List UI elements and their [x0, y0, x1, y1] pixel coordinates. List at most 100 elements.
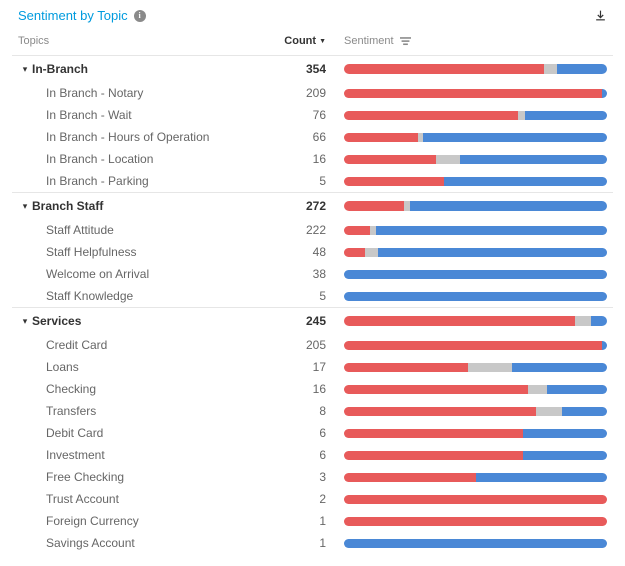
sentiment-bar-negative	[344, 248, 365, 257]
topic-count: 1	[276, 536, 326, 550]
topic-row[interactable]: ▾ In Branch - Location 16	[12, 148, 613, 170]
topic-row[interactable]: ▾ Savings Account 1	[12, 532, 613, 554]
topic-count: 38	[276, 267, 326, 281]
header-count[interactable]: Count ▼	[276, 35, 326, 47]
header-sentiment[interactable]: Sentiment	[326, 35, 607, 47]
chevron-down-icon[interactable]: ▾	[18, 201, 32, 212]
topic-count: 3	[276, 470, 326, 484]
sentiment-bar-positive	[476, 473, 608, 482]
sentiment-cell	[326, 451, 607, 460]
header-topics[interactable]: Topics	[18, 35, 276, 47]
sentiment-bar	[344, 111, 607, 120]
topic-count: 66	[276, 130, 326, 144]
topic-label: Staff Knowledge	[32, 289, 276, 303]
sentiment-bar	[344, 539, 607, 548]
sentiment-by-topic-panel: Sentiment by Topic i Topics Count ▼ Sent…	[0, 0, 625, 566]
sentiment-bar-neutral	[536, 407, 562, 416]
topic-row[interactable]: ▾ Staff Helpfulness 48	[12, 241, 613, 263]
sentiment-bar-negative	[344, 517, 607, 526]
topic-row[interactable]: ▾ Staff Knowledge 5	[12, 285, 613, 307]
chevron-down-icon[interactable]: ▾	[18, 64, 32, 75]
topic-label: Loans	[32, 360, 276, 374]
chevron-down-icon[interactable]: ▾	[18, 316, 32, 327]
sentiment-cell	[326, 429, 607, 438]
topic-row[interactable]: ▾ Staff Attitude 222	[12, 219, 613, 241]
sentiment-bar-neutral	[436, 155, 460, 164]
sentiment-cell	[326, 111, 607, 120]
sentiment-bar-negative	[344, 89, 602, 98]
sentiment-bar	[344, 495, 607, 504]
topic-count: 16	[276, 152, 326, 166]
sentiment-bar-positive	[512, 363, 607, 372]
topic-row[interactable]: ▾ Checking 16	[12, 378, 613, 400]
topic-label: Transfers	[32, 404, 276, 418]
topic-count: 48	[276, 245, 326, 259]
sentiment-bar	[344, 517, 607, 526]
sentiment-cell	[326, 201, 607, 211]
topic-row[interactable]: ▾ In Branch - Hours of Operation 66	[12, 126, 613, 148]
sentiment-cell	[326, 473, 607, 482]
topic-row[interactable]: ▾ Free Checking 3	[12, 466, 613, 488]
topic-row[interactable]: ▾ Loans 17	[12, 356, 613, 378]
topic-group-count: 245	[276, 314, 326, 328]
topic-row[interactable]: ▾ Trust Account 2	[12, 488, 613, 510]
column-headers: Topics Count ▼ Sentiment	[12, 29, 613, 55]
title-wrap: Sentiment by Topic i	[18, 8, 146, 23]
topic-label: Savings Account	[32, 536, 276, 550]
topic-group-row[interactable]: ▾ Services 245	[12, 307, 613, 334]
topic-count: 76	[276, 108, 326, 122]
sentiment-bar-negative	[344, 111, 518, 120]
sentiment-bar-positive	[523, 451, 607, 460]
sentiment-cell	[326, 517, 607, 526]
sentiment-cell	[326, 248, 607, 257]
topic-row[interactable]: ▾ In Branch - Wait 76	[12, 104, 613, 126]
sentiment-bar-negative	[344, 155, 436, 164]
sentiment-bar	[344, 89, 607, 98]
sentiment-bar	[344, 407, 607, 416]
sentiment-bar-negative	[344, 363, 468, 372]
panel-title[interactable]: Sentiment by Topic	[18, 8, 128, 23]
topic-group-label: Services	[32, 314, 276, 328]
sentiment-bar-neutral	[518, 111, 526, 120]
topic-label: Debit Card	[32, 426, 276, 440]
sentiment-cell	[326, 64, 607, 74]
sentiment-bar-positive	[410, 201, 607, 211]
sentiment-cell	[326, 539, 607, 548]
sentiment-bar	[344, 363, 607, 372]
sentiment-bar-positive	[562, 407, 607, 416]
sentiment-bar	[344, 292, 607, 301]
sentiment-cell	[326, 133, 607, 142]
info-icon[interactable]: i	[134, 10, 146, 22]
sentiment-bar-negative	[344, 226, 370, 235]
topic-label: Investment	[32, 448, 276, 462]
download-icon[interactable]	[594, 9, 607, 22]
sentiment-bar-positive	[602, 89, 607, 98]
topic-group-row[interactable]: ▾ Branch Staff 272	[12, 192, 613, 219]
sentiment-bar	[344, 177, 607, 186]
topic-row[interactable]: ▾ Foreign Currency 1	[12, 510, 613, 532]
sentiment-bar-neutral	[468, 363, 513, 372]
rows-container: ▾ In-Branch 354 ▾ In Branch - Notary 209…	[12, 55, 613, 554]
sentiment-bar-positive	[523, 429, 607, 438]
sentiment-bar-positive	[525, 111, 607, 120]
topic-row[interactable]: ▾ In Branch - Parking 5	[12, 170, 613, 192]
topic-row[interactable]: ▾ Transfers 8	[12, 400, 613, 422]
topic-row[interactable]: ▾ Welcome on Arrival 38	[12, 263, 613, 285]
sentiment-bar-positive	[376, 226, 607, 235]
topic-label: In Branch - Parking	[32, 174, 276, 188]
topic-row[interactable]: ▾ Credit Card 205	[12, 334, 613, 356]
topic-count: 5	[276, 174, 326, 188]
sentiment-bar	[344, 270, 607, 279]
topic-row[interactable]: ▾ Debit Card 6	[12, 422, 613, 444]
sentiment-bar	[344, 248, 607, 257]
sentiment-bar-negative	[344, 407, 536, 416]
topic-label: Credit Card	[32, 338, 276, 352]
topic-row[interactable]: ▾ In Branch - Notary 209	[12, 82, 613, 104]
topic-row[interactable]: ▾ Investment 6	[12, 444, 613, 466]
sentiment-bar-negative	[344, 316, 575, 326]
topic-label: In Branch - Hours of Operation	[32, 130, 276, 144]
sentiment-bar	[344, 226, 607, 235]
sentiment-bar-negative	[344, 341, 602, 350]
topic-group-row[interactable]: ▾ In-Branch 354	[12, 55, 613, 82]
topic-group-label: In-Branch	[32, 62, 276, 76]
